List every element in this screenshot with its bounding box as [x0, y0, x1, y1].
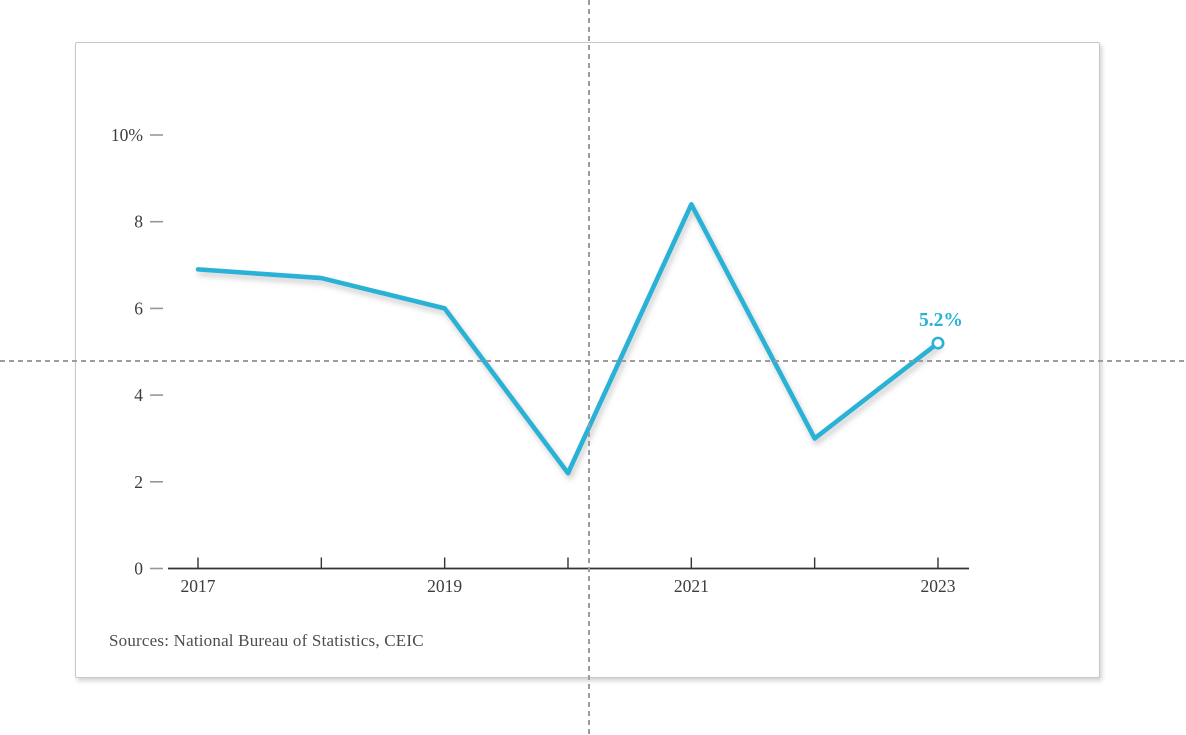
x-tick-label: 2021: [674, 576, 709, 596]
crosshair-vertical-guide: [588, 0, 590, 735]
x-tick-label: 2019: [427, 576, 462, 596]
source-note: Sources: National Bureau of Statistics, …: [109, 631, 424, 650]
data-line: [195, 202, 941, 476]
end-value-label: 5.2%: [919, 310, 963, 331]
line-chart: 0 2 4 6 8 10% 2017 2019 2021 2023 5.2%: [111, 125, 969, 596]
y-tick-label: 0: [134, 559, 143, 579]
y-tick-label: 4: [134, 385, 143, 405]
y-tick-label: 8: [134, 212, 143, 232]
end-point-marker: [931, 336, 945, 350]
x-tick-label: 2017: [181, 576, 216, 596]
y-tick-label: 6: [134, 298, 143, 318]
y-tick-label: 10%: [111, 125, 143, 145]
x-tick-label: 2023: [920, 576, 955, 596]
crosshair-horizontal-guide: [0, 360, 1186, 362]
y-tick-label: 2: [134, 472, 143, 492]
